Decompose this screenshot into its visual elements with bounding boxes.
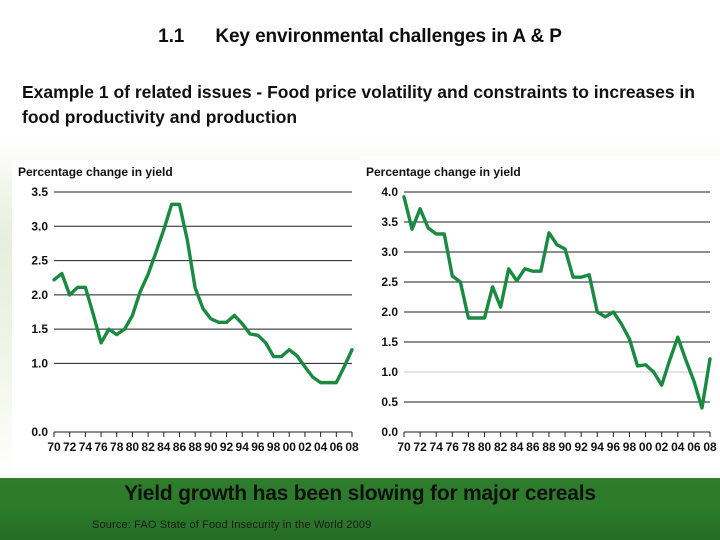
x-axis-tick-label: 80 [126,440,140,454]
x-axis-tick-label: 76 [94,440,108,454]
data-series-line [52,202,354,385]
x-axis-tick-label: 94 [236,440,250,454]
x-axis-tick-label: 98 [267,440,281,454]
x-axis-tick-label: 08 [703,440,717,454]
x-axis-tick-label: 06 [330,440,344,454]
x-axis-tick-label: 78 [110,440,124,454]
y-axis-tick-label: 2.5 [381,275,398,289]
banner-title: Yield growth has been slowing for major … [124,482,596,505]
y-axis-tick-label: 0.0 [31,425,48,439]
chart-title: Percentage change in yield [366,165,521,179]
y-axis-tick-label: 3.0 [31,219,48,233]
x-axis-tick-label: 74 [430,440,444,454]
x-axis-tick-label: 84 [157,440,171,454]
x-axis-tick-label: 94 [591,440,605,454]
x-axis-tick-label: 86 [173,440,187,454]
y-axis-tick-label: 2.5 [31,254,48,268]
x-axis-tick-label: 88 [542,440,556,454]
x-axis-tick-label: 88 [188,440,202,454]
x-axis-tick-label: 92 [220,440,234,454]
x-axis-tick-label: 86 [526,440,540,454]
x-axis-tick-label: 70 [397,440,411,454]
x-axis-tick-label: 90 [204,440,218,454]
y-axis-tick-label: 1.5 [381,335,398,349]
y-axis-tick-label: 4.0 [381,185,398,199]
x-axis-tick-label: 08 [345,440,359,454]
x-axis-tick-label: 92 [574,440,588,454]
bottom-banner [0,478,720,540]
x-axis-tick-label: 72 [63,440,77,454]
chart-left-svg: Percentage change in yield 0.0 1.0 1.5 2.0 2.… [18,165,359,454]
source-citation: Source: FAO State of Food Insecurity in … [92,519,372,531]
x-axis-tick-label: 04 [671,440,685,454]
y-axis-tick-label: 1.5 [31,322,48,336]
x-axis-tick-label: 72 [413,440,427,454]
x-axis-tick-label: 84 [510,440,524,454]
x-axis-tick-label: 78 [462,440,476,454]
x-axis-tick-label: 04 [314,440,328,454]
chart-left-panel: Percentage change in yield 0.0 1.0 1.5 2.0 2.… [12,160,360,478]
page-title: 1.1 Key environmental challenges in A & … [158,26,562,47]
x-axis-tick-label: 76 [446,440,460,454]
y-axis-tick-label: 2.0 [31,288,48,302]
y-axis-tick-label: 0.0 [381,425,398,439]
chart-title: Percentage change in yield [18,165,173,179]
y-axis-tick-label: 1.0 [381,365,398,379]
x-axis-tick-label: 80 [478,440,492,454]
x-axis-tick-label: 82 [141,440,155,454]
x-axis-tick-label: 70 [47,440,61,454]
y-axis-tick-label: 0.5 [381,395,398,409]
x-axis-tick-label: 02 [298,440,312,454]
x-axis-tick-label: 90 [558,440,572,454]
x-axis-tick-label: 00 [639,440,653,454]
y-axis-tick-label: 3.0 [381,245,398,259]
y-axis-tick-label: 3.5 [31,185,48,199]
x-axis-tick-label: 96 [251,440,265,454]
page-subtitle: Example 1 of related issues - Food price… [22,82,695,127]
x-axis-tick-label: 98 [623,440,637,454]
x-axis-tick-label: 00 [283,440,297,454]
x-axis-tick-label: 74 [79,440,93,454]
y-axis-tick-label: 1.0 [31,356,48,370]
x-axis-tick-label: 82 [494,440,508,454]
data-series-line [402,195,712,410]
y-axis-tick-label: 3.5 [381,215,398,229]
x-axis-tick-label: 06 [687,440,701,454]
x-axis-tick-label: 02 [655,440,669,454]
chart-right-panel: Percentage change in yield 0.0 0.5 1.0 1.5 2.… [360,156,720,478]
y-axis-tick-label: 2.0 [381,305,398,319]
x-axis-tick-label: 96 [607,440,621,454]
chart-right-svg: Percentage change in yield 0.0 0.5 1.0 1.5 2.… [366,165,717,454]
